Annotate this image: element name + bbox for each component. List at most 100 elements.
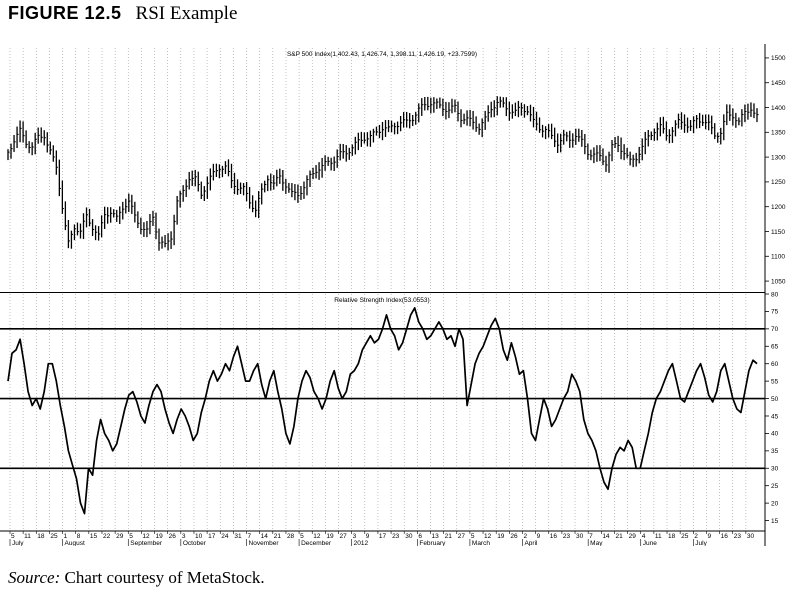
date-label: 31 <box>234 533 242 540</box>
date-label: 14 <box>602 533 610 540</box>
rsi-tick-label: 40 <box>771 431 779 438</box>
date-label: 12 <box>313 533 321 540</box>
source-text: Chart courtesy of MetaStock. <box>64 568 265 587</box>
rsi-tick-label: 55 <box>771 378 779 385</box>
date-label: 25 <box>50 533 58 540</box>
price-tick-label: 1100 <box>771 254 785 261</box>
rsi-tick-label: 30 <box>771 466 779 473</box>
date-label: 5 <box>11 533 15 540</box>
date-label: 15 <box>90 533 98 540</box>
date-label: 12 <box>142 533 150 540</box>
rsi-tick-label: 25 <box>771 483 779 490</box>
date-label: 7 <box>589 533 593 540</box>
date-label: 30 <box>747 533 755 540</box>
month-label: May <box>590 540 603 546</box>
date-label: 29 <box>629 533 637 540</box>
stock-chart: S&P 500 Index(1,402.43, 1,426.74, 1,398.… <box>0 44 786 546</box>
date-label: 21 <box>615 533 623 540</box>
price-tick-label: 1150 <box>771 229 785 236</box>
price-bars <box>7 96 759 251</box>
date-label: 19 <box>156 533 164 540</box>
rsi-tick-label: 35 <box>771 448 779 455</box>
month-label: December <box>301 540 332 546</box>
rsi-tick-label: 60 <box>771 361 779 368</box>
date-label: 26 <box>510 533 518 540</box>
date-label: 28 <box>287 533 295 540</box>
date-label: 23 <box>734 533 742 540</box>
date-label: 23 <box>563 533 571 540</box>
date-label: 9 <box>366 533 370 540</box>
date-label: 9 <box>707 533 711 540</box>
month-label: November <box>249 540 280 546</box>
rsi-tick-label: 20 <box>771 500 779 507</box>
date-label: 21 <box>274 533 282 540</box>
rsi-panel-title: Relative Strength Index(53.0553) <box>334 297 429 304</box>
date-label: 12 <box>484 533 492 540</box>
date-label: 5 <box>471 533 475 540</box>
month-label: September <box>130 540 163 546</box>
date-label: 11 <box>24 533 31 540</box>
price-tick-label: 1200 <box>771 204 786 211</box>
date-label: 11 <box>655 533 662 540</box>
date-label: 3 <box>182 533 186 540</box>
date-label: 14 <box>261 533 269 540</box>
price-tick-label: 1350 <box>771 130 786 137</box>
month-label: March <box>472 540 490 546</box>
month-label: April <box>524 540 538 546</box>
date-label: 10 <box>195 533 203 540</box>
price-tick-label: 1250 <box>771 179 786 186</box>
date-label: 26 <box>169 533 177 540</box>
date-label: 25 <box>681 533 689 540</box>
figure-number: FIGURE 12.5 <box>8 3 122 23</box>
date-label: 21 <box>445 533 453 540</box>
rsi-tick-label: 65 <box>771 344 779 351</box>
price-tick-label: 1450 <box>771 80 786 87</box>
date-label: 16 <box>721 533 729 540</box>
rsi-tick-label: 80 <box>771 291 779 298</box>
date-label: 23 <box>392 533 400 540</box>
date-label: 27 <box>458 533 466 540</box>
date-label: 3 <box>353 533 357 540</box>
grid-lines <box>9 48 747 531</box>
date-label: 30 <box>576 533 584 540</box>
price-panel-title: S&P 500 Index(1,402.43, 1,426.74, 1,398.… <box>287 51 477 58</box>
date-label: 5 <box>300 533 304 540</box>
price-tick-label: 1050 <box>771 278 786 285</box>
date-label: 19 <box>326 533 334 540</box>
date-label: 7 <box>248 533 252 540</box>
rsi-line <box>7 307 758 515</box>
date-label: 18 <box>668 533 676 540</box>
date-label: 29 <box>116 533 124 540</box>
date-label: 1 <box>64 533 68 540</box>
price-tick-label: 1300 <box>771 154 786 161</box>
rsi-tick-label: 75 <box>771 309 779 316</box>
date-label: 18 <box>37 533 45 540</box>
date-label: 2 <box>694 533 698 540</box>
date-label: 22 <box>103 533 111 540</box>
source-note: Source: Chart courtesy of MetaStock. <box>8 568 265 588</box>
date-label: 17 <box>208 533 216 540</box>
date-label: 13 <box>431 533 439 540</box>
date-label: 17 <box>379 533 387 540</box>
month-label: February <box>419 540 446 546</box>
month-label: July <box>695 540 707 546</box>
date-label: 9 <box>537 533 541 540</box>
date-label: 30 <box>405 533 413 540</box>
rsi-tick-label: 45 <box>771 413 779 420</box>
rsi-tick-label: 50 <box>771 396 779 403</box>
month-label: 2012 <box>354 540 369 546</box>
date-label: 27 <box>340 533 348 540</box>
rsi-tick-label: 70 <box>771 326 779 333</box>
date-label: 16 <box>550 533 558 540</box>
figure-caption: FIGURE 12.5 RSI Example <box>8 3 237 29</box>
rsi-tick-label: 15 <box>771 518 779 525</box>
month-label: August <box>65 540 85 546</box>
price-tick-label: 1500 <box>771 55 786 62</box>
date-label: 2 <box>523 533 527 540</box>
source-label: Source: <box>8 568 61 587</box>
figure-name: RSI Example <box>135 3 238 24</box>
date-label: 5 <box>129 533 133 540</box>
month-label: June <box>643 540 657 546</box>
month-label: July <box>12 540 24 546</box>
date-label: 6 <box>418 533 422 540</box>
